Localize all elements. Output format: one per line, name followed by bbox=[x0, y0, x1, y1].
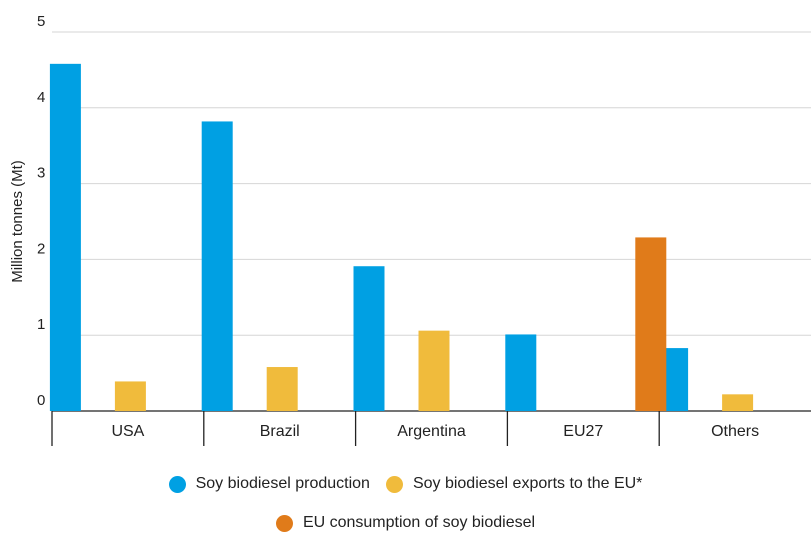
y-tick-label: 0 bbox=[37, 392, 45, 409]
y-axis-label: Million tonnes (Mt) bbox=[9, 160, 26, 283]
x-tick-label: Brazil bbox=[260, 423, 300, 440]
legend-label-consumption: EU consumption of soy biodiesel bbox=[302, 514, 536, 531]
legend-row-2: EU consumption of soy biodiesel bbox=[0, 514, 811, 532]
y-tick-label: 4 bbox=[37, 89, 45, 106]
bar bbox=[114, 381, 146, 411]
x-tick-label: USA bbox=[111, 423, 144, 440]
bar bbox=[201, 121, 233, 411]
legend-swatch-exports bbox=[385, 475, 403, 493]
y-tick-label: 2 bbox=[37, 240, 45, 257]
legend-label-production: Soy biodiesel production bbox=[195, 475, 370, 492]
bar bbox=[49, 63, 81, 411]
legend-swatch-production bbox=[168, 475, 186, 493]
bar bbox=[505, 334, 537, 411]
bar bbox=[635, 237, 667, 411]
y-tick-label: 1 bbox=[37, 316, 45, 333]
legend-item-consumption: EU consumption of soy biodiesel bbox=[275, 514, 536, 532]
legend-item-exports: Soy biodiesel exports to the EU* bbox=[385, 475, 643, 493]
legend-item-production: Soy biodiesel production bbox=[168, 475, 370, 493]
bar bbox=[353, 266, 385, 411]
legend-swatch-consumption bbox=[275, 514, 293, 532]
bar bbox=[418, 330, 450, 411]
legend-row-1: Soy biodiesel production Soy biodiesel e… bbox=[0, 475, 811, 493]
y-tick-label: 3 bbox=[37, 165, 45, 182]
legend-label-exports: Soy biodiesel exports to the EU* bbox=[412, 475, 643, 492]
bar bbox=[722, 394, 754, 411]
y-tick-label: 5 bbox=[37, 13, 45, 30]
bar bbox=[266, 367, 298, 411]
x-tick-label: EU27 bbox=[563, 423, 603, 440]
x-tick-label: Argentina bbox=[397, 423, 466, 440]
x-tick-label: Others bbox=[711, 423, 759, 440]
